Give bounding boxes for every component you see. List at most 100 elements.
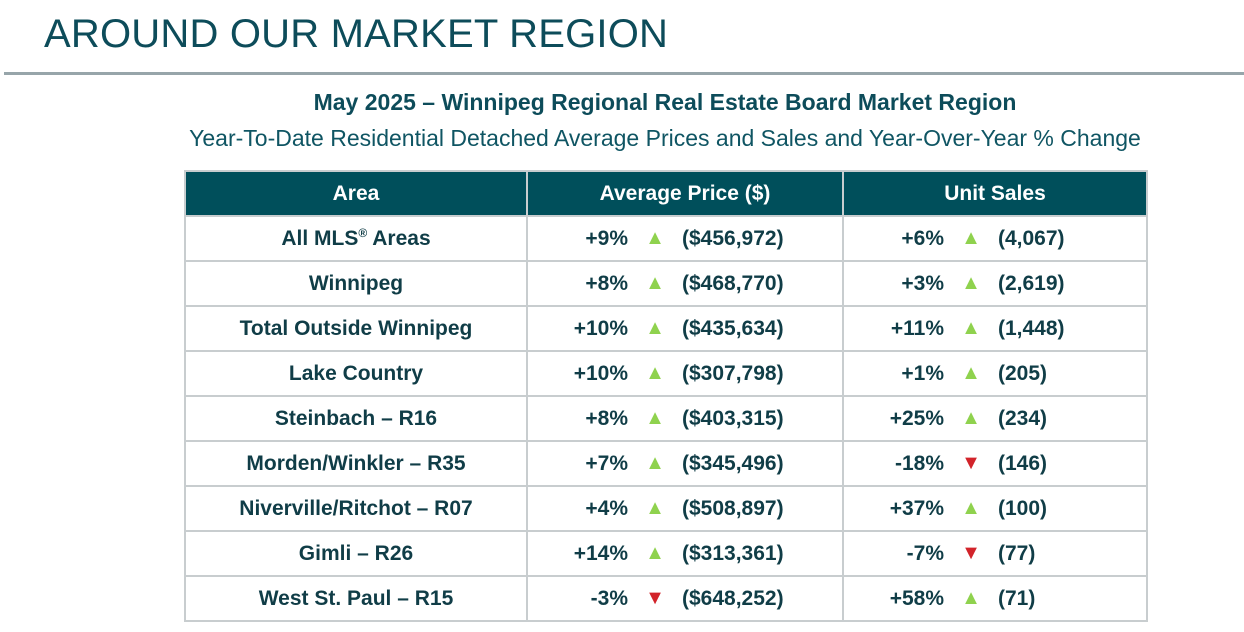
average-price-value: ($648,252)	[682, 586, 784, 610]
unit-sales-cell: +11% ▲ (1,448)	[842, 305, 1148, 352]
unit-sales-change-percent: +1%	[901, 361, 944, 385]
unit-sales-change-percent: +25%	[889, 406, 944, 430]
table-row: Total Outside Winnipeg +10% ▲ ($435,634) +11…	[184, 305, 1148, 352]
up-arrow-icon: ▲	[961, 362, 981, 384]
up-arrow-icon: ▲	[645, 407, 665, 429]
up-arrow-icon: ▲	[961, 317, 981, 339]
average-price-value: ($468,770)	[682, 271, 784, 295]
unit-sales-cell: -18% ▼ (146)	[842, 440, 1148, 487]
unit-sales-change-percent: -18%	[894, 451, 944, 475]
up-arrow-icon: ▲	[961, 407, 981, 429]
unit-sales-cell: +58% ▲ (71)	[842, 575, 1148, 622]
area-cell: Total Outside Winnipeg	[184, 305, 528, 352]
table-row: West St. Paul – R15 -3% ▼ ($648,252) +58% ▲ (7…	[184, 575, 1148, 622]
table-row: Lake Country +10% ▲ ($307,798) +1% ▲ (205)	[184, 350, 1148, 397]
unit-sales-cell: +3% ▲ (2,619)	[842, 260, 1148, 307]
area-name: West St. Paul – R15	[258, 586, 454, 610]
unit-sales-value: (2,619)	[998, 271, 1065, 295]
unit-sales-value: (1,448)	[998, 316, 1065, 340]
unit-sales-change-percent: +6%	[901, 226, 944, 250]
unit-sales-value: (100)	[998, 496, 1048, 520]
up-arrow-icon: ▲	[645, 227, 665, 249]
average-price-change-percent: +8%	[585, 271, 628, 295]
average-price-change-percent: +9%	[585, 226, 628, 250]
area-cell: Lake Country	[184, 350, 528, 397]
up-arrow-icon: ▲	[645, 272, 665, 294]
unit-sales-change-percent: +58%	[889, 586, 944, 610]
area-name: Lake Country	[288, 361, 424, 385]
unit-sales-change-percent: +11%	[890, 316, 944, 340]
unit-sales-value: (71)	[998, 586, 1036, 610]
average-price-cell: +7% ▲ ($345,496)	[526, 440, 844, 487]
area-cell: Gimli – R26	[184, 530, 528, 577]
area-name: Morden/Winkler – R35	[246, 451, 466, 475]
average-price-change-percent: +4%	[585, 496, 628, 520]
average-price-change-percent: +7%	[585, 451, 628, 475]
table-row: All MLS® Areas +9% ▲ ($456,972) +6% ▲ (4,067)	[184, 215, 1148, 262]
average-price-cell: +14% ▲ ($313,361)	[526, 530, 844, 577]
average-price-change-percent: +10%	[573, 361, 628, 385]
area-cell: Winnipeg	[184, 260, 528, 307]
average-price-change-percent: +10%	[573, 316, 628, 340]
average-price-cell: +8% ▲ ($403,315)	[526, 395, 844, 442]
average-price-value: ($435,634)	[682, 316, 784, 340]
average-price-change-percent: +8%	[585, 406, 628, 430]
area-name: All MLS	[281, 227, 359, 250]
average-price-cell: +10% ▲ ($435,634)	[526, 305, 844, 352]
unit-sales-change-percent: -7%	[906, 541, 944, 565]
unit-sales-value: (146)	[998, 451, 1048, 475]
up-arrow-icon: ▲	[645, 452, 665, 474]
area-cell: Steinbach – R16	[184, 395, 528, 442]
average-price-cell: +8% ▲ ($468,770)	[526, 260, 844, 307]
page-heading: AROUND OUR MARKET REGION	[44, 12, 669, 56]
table-row: Steinbach – R16 +8% ▲ ($403,315) +25% ▲ (234)	[184, 395, 1148, 442]
area-cell: West St. Paul – R15	[184, 575, 528, 622]
area-cell: Morden/Winkler – R35	[184, 440, 528, 487]
average-price-cell: +4% ▲ ($508,897)	[526, 485, 844, 532]
unit-sales-value: (205)	[998, 361, 1048, 385]
up-arrow-icon: ▲	[961, 272, 981, 294]
average-price-cell: +10% ▲ ($307,798)	[526, 350, 844, 397]
column-header-average-price: Average Price ($)	[526, 170, 844, 217]
average-price-cell: +9% ▲ ($456,972)	[526, 215, 844, 262]
average-price-value: ($345,496)	[682, 451, 784, 475]
table-row: Winnipeg +8% ▲ ($468,770) +3% ▲ (2,619)	[184, 260, 1148, 307]
average-price-value: ($307,798)	[682, 361, 784, 385]
down-arrow-icon: ▼	[961, 452, 981, 474]
unit-sales-cell: -7% ▼ (77)	[842, 530, 1148, 577]
average-price-value: ($508,897)	[682, 496, 784, 520]
report-subtitle: Year-To-Date Residential Detached Averag…	[189, 125, 1141, 151]
up-arrow-icon: ▲	[645, 497, 665, 519]
table-header-row: Area Average Price ($) Unit Sales	[184, 170, 1148, 217]
area-cell: Niverville/Ritchot – R07	[184, 485, 528, 532]
area-name: Gimli – R26	[298, 541, 414, 565]
column-header-unit-sales: Unit Sales	[842, 170, 1148, 217]
up-arrow-icon: ▲	[961, 497, 981, 519]
unit-sales-value: (4,067)	[998, 226, 1065, 250]
unit-sales-value: (234)	[998, 406, 1048, 430]
up-arrow-icon: ▲	[645, 542, 665, 564]
down-arrow-icon: ▼	[645, 587, 665, 609]
area-name: Steinbach – R16	[274, 406, 438, 430]
market-table: Area Average Price ($) Unit Sales All ML…	[184, 170, 1148, 622]
table-row: Morden/Winkler – R35 +7% ▲ ($345,496) -18% ▼ (…	[184, 440, 1148, 487]
average-price-change-percent: -3%	[590, 586, 628, 610]
unit-sales-value: (77)	[998, 541, 1036, 565]
average-price-value: ($456,972)	[682, 226, 784, 250]
average-price-value: ($403,315)	[682, 406, 784, 430]
up-arrow-icon: ▲	[961, 587, 981, 609]
unit-sales-cell: +37% ▲ (100)	[842, 485, 1148, 532]
up-arrow-icon: ▲	[961, 227, 981, 249]
average-price-change-percent: +14%	[573, 541, 628, 565]
down-arrow-icon: ▼	[961, 542, 981, 564]
report-title: May 2025 – Winnipeg Regional Real Estate…	[313, 89, 1017, 115]
heading-divider	[4, 72, 1244, 75]
area-cell: All MLS® Areas	[184, 215, 528, 262]
area-name: Total Outside Winnipeg	[239, 316, 473, 340]
unit-sales-change-percent: +37%	[889, 496, 944, 520]
up-arrow-icon: ▲	[645, 362, 665, 384]
table-row: Niverville/Ritchot – R07 +4% ▲ ($508,897) +3…	[184, 485, 1148, 532]
registered-mark: ®	[358, 226, 368, 240]
up-arrow-icon: ▲	[645, 317, 665, 339]
column-header-area: Area	[184, 170, 528, 217]
